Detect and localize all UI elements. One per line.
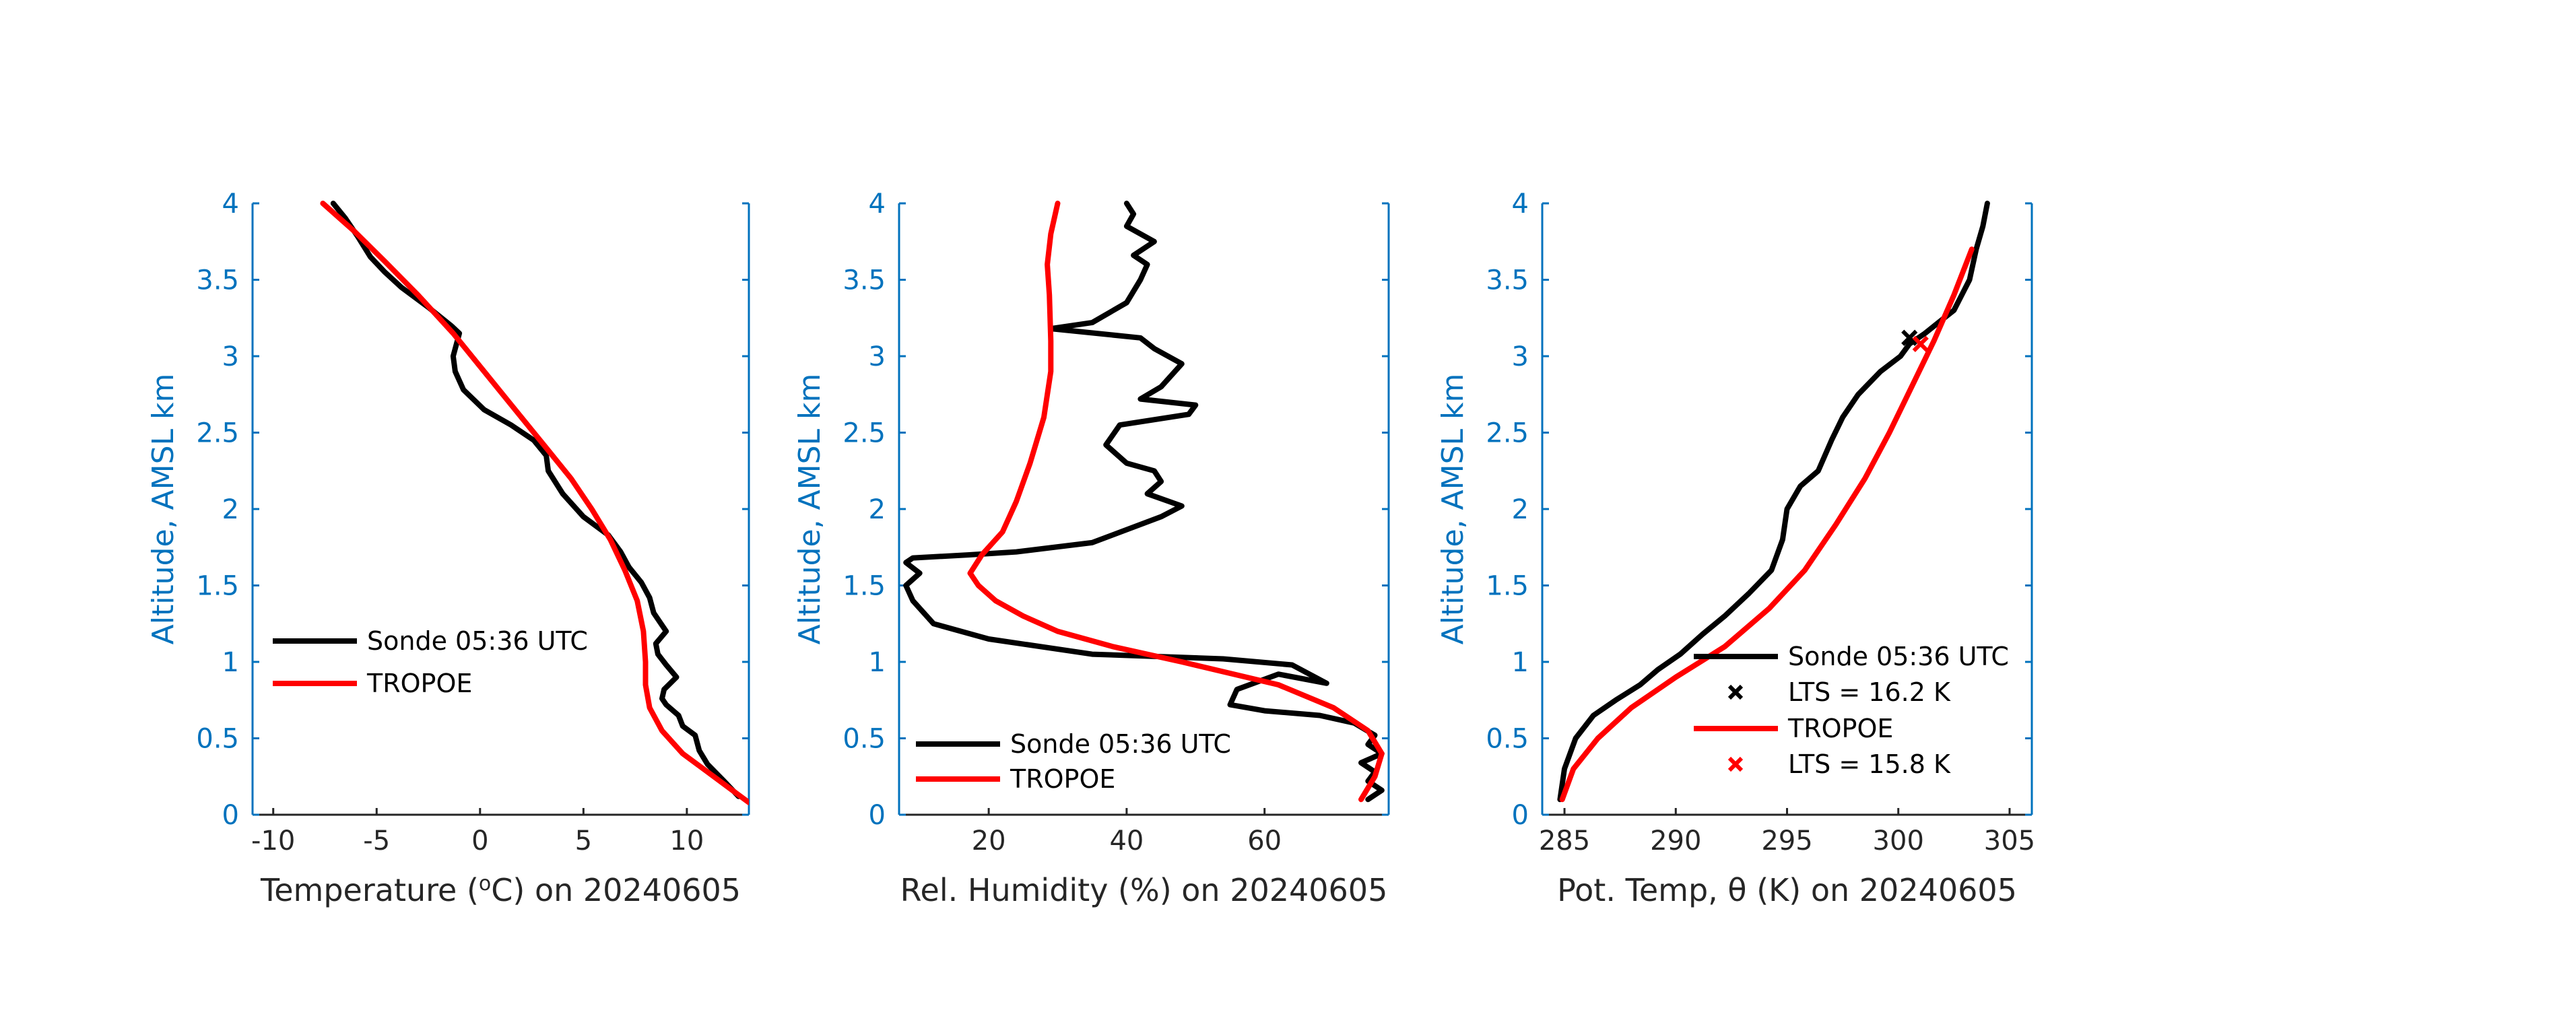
- y-tick-label: 1: [869, 647, 886, 678]
- legend-label: LTS = 16.2 K: [1788, 677, 1951, 707]
- x-tick-label: 0: [471, 826, 488, 856]
- y-tick-label: 1: [1512, 647, 1529, 678]
- y-tick-label: 2: [1512, 494, 1529, 525]
- y-tick-label: 2: [869, 494, 886, 525]
- x-tick-label: -10: [251, 826, 295, 856]
- y-tick-label: 4: [869, 189, 886, 220]
- y-tick-label: 2: [222, 494, 239, 525]
- y-tick-label: 3.5: [1486, 265, 1529, 296]
- x-tick-label: 285: [1539, 826, 1590, 856]
- x-tick-label: 60: [1247, 826, 1282, 856]
- x-tick-label: 290: [1650, 826, 1701, 856]
- y-tick-label: 4: [1512, 189, 1529, 220]
- x-tick-label: 300: [1873, 826, 1924, 856]
- x-axis-label: Rel. Humidity (%) on 20240605: [900, 872, 1388, 908]
- legend-marker: [1727, 684, 1744, 700]
- y-tick-label: 4: [222, 189, 239, 220]
- lts-marker-tropoe: [1912, 335, 1929, 352]
- x-tick-label: 10: [669, 826, 704, 856]
- y-tick-label: 3.5: [196, 265, 239, 296]
- legend: Sonde 05:36 UTC LTS = 16.2 K TROPOE LTS =…: [1694, 642, 2009, 779]
- series-line-sonde: [903, 201, 1385, 803]
- y-tick-label: 1.5: [843, 571, 886, 602]
- legend-label: Sonde 05:36 UTC: [367, 626, 588, 656]
- x-tick-label: 305: [1984, 826, 2035, 856]
- y-tick-label: 1.5: [196, 571, 239, 602]
- x-tick-label: 20: [972, 826, 1006, 856]
- x-tick-label: 295: [1761, 826, 1812, 856]
- series-line-tropoe: [1559, 246, 1975, 803]
- y-tick-label: 0: [869, 800, 886, 831]
- y-tick-label: 3.5: [843, 265, 886, 296]
- chart-panel-1: 0 0.5 1 1.5 2 2.5 3 3.5 4 -10 -5 0 5 10 Altitude, AMSL…: [146, 189, 750, 908]
- y-tick-label: 3: [869, 341, 886, 372]
- legend-label: TROPOE: [366, 669, 472, 698]
- legend-label: TROPOE: [1010, 764, 1115, 794]
- legend: Sonde 05:36 UTC TROPOE: [273, 626, 588, 698]
- y-tick-label: 2.5: [1486, 418, 1529, 449]
- series-line-tropoe: [320, 201, 749, 805]
- y-tick-label: 0: [222, 800, 239, 831]
- y-axis-label: Altitude, AMSL km: [1436, 374, 1470, 645]
- chart-panel-3: 0 0.5 1 1.5 2 2.5 3 3.5 4 285 290 295 300 305 Altitude…: [1436, 189, 2035, 908]
- y-tick-label: 0.5: [196, 724, 239, 755]
- legend-label: LTS = 15.8 K: [1788, 749, 1951, 779]
- y-tick-label: 2.5: [196, 418, 239, 449]
- chart-panel-2: 0 0.5 1 1.5 2 2.5 3 3.5 4 20 40 60 Altitude, AMSL km…: [793, 189, 1390, 908]
- y-tick-label: 1: [222, 647, 239, 678]
- y-tick-label: 0.5: [843, 724, 886, 755]
- legend-label: TROPOE: [1787, 714, 1893, 743]
- y-axis-label: Altitude, AMSL km: [793, 374, 827, 645]
- y-tick-label: 3: [1512, 341, 1529, 372]
- y-axis-label: Altitude, AMSL km: [146, 374, 180, 645]
- legend: Sonde 05:36 UTC TROPOE: [916, 729, 1231, 794]
- y-tick-label: 2.5: [843, 418, 886, 449]
- x-axis-label: Pot. Temp, θ (K) on 20240605: [1557, 872, 2017, 908]
- y-tick-label: 0.5: [1486, 724, 1529, 755]
- y-tick-label: 1.5: [1486, 571, 1529, 602]
- series-line-tropoe: [967, 201, 1385, 803]
- x-tick-label: 40: [1109, 826, 1144, 856]
- y-tick-label: 3: [222, 341, 239, 372]
- legend-label: Sonde 05:36 UTC: [1788, 642, 2009, 671]
- legend-label: Sonde 05:36 UTC: [1010, 729, 1231, 759]
- lts-marker-sonde: [1901, 329, 1918, 346]
- legend-marker: [1727, 756, 1744, 772]
- y-tick-label: 0: [1512, 800, 1529, 831]
- x-axis-label: Temperature (oC) on 20240605: [260, 872, 741, 908]
- x-tick-label: 5: [575, 826, 592, 856]
- x-tick-label: -5: [363, 826, 390, 856]
